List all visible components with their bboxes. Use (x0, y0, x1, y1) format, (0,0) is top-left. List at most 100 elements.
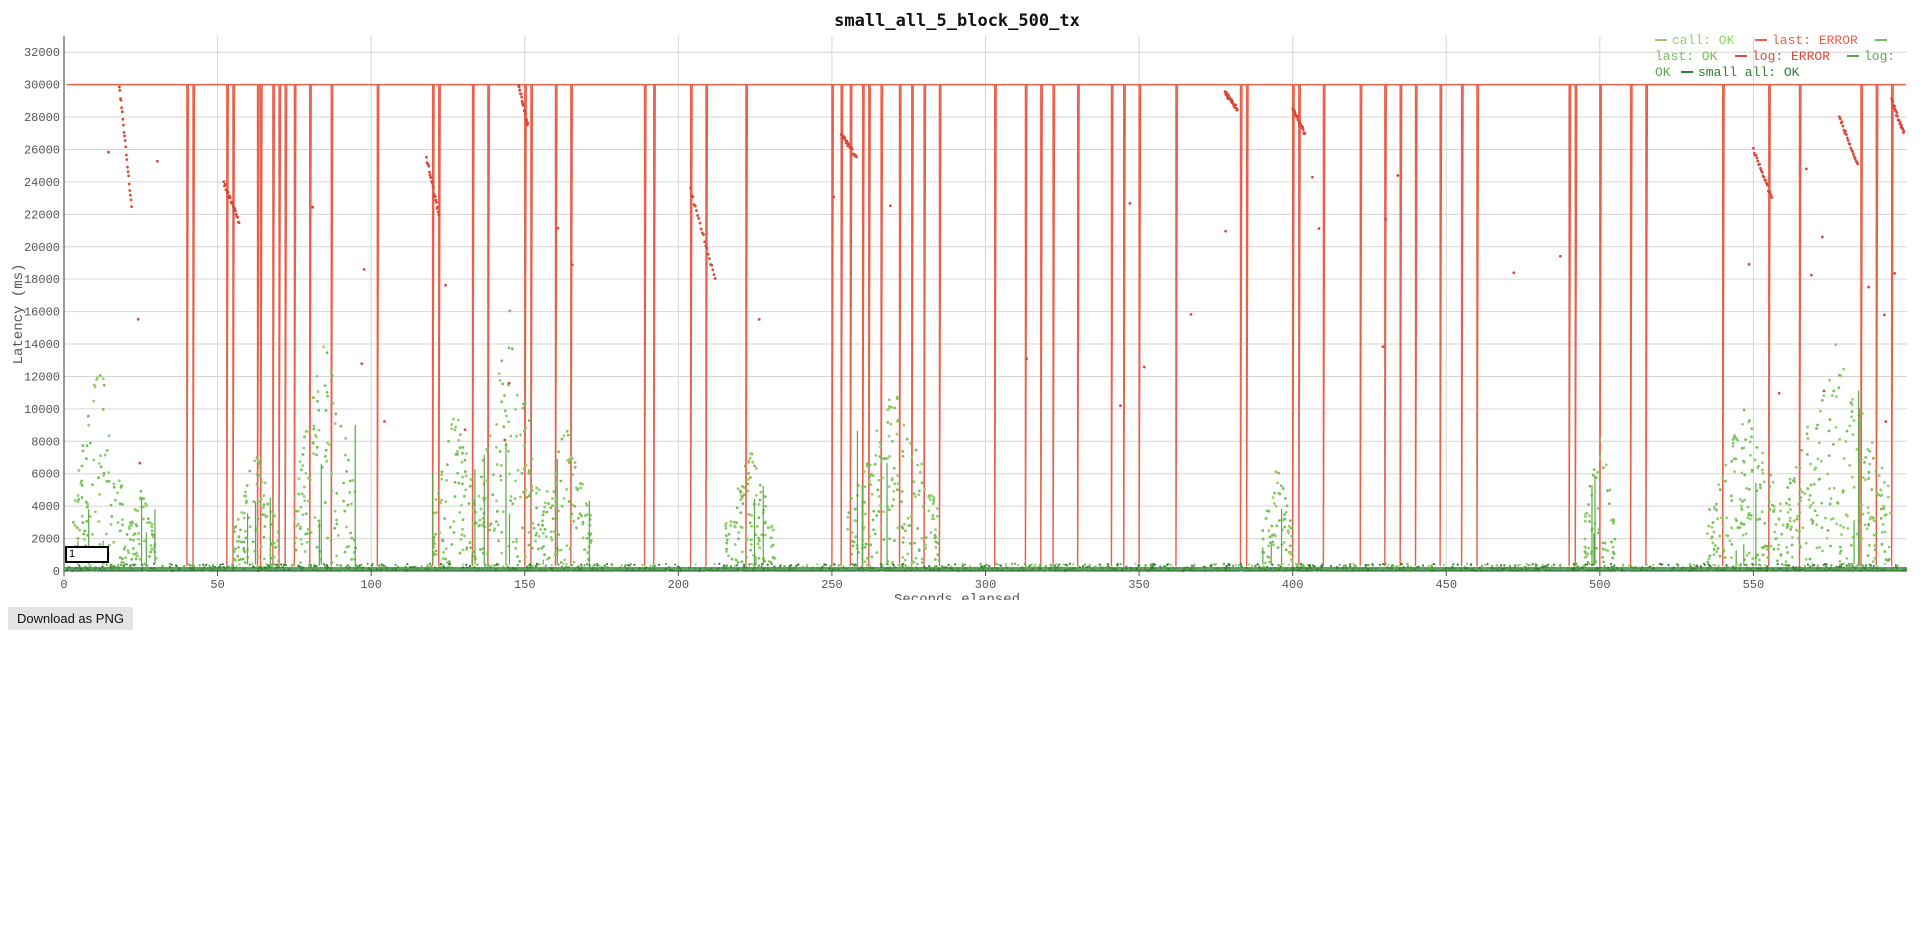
cluster-point (1597, 527, 1601, 531)
cluster-point (523, 401, 527, 405)
cluster-point (920, 462, 924, 466)
cluster-point (865, 462, 869, 466)
cluster-point (1601, 555, 1604, 559)
cluster-point (1768, 485, 1772, 488)
cluster-point (132, 533, 136, 537)
cluster-point (869, 483, 873, 487)
cluster-point (875, 429, 879, 433)
cluster-point (457, 481, 461, 485)
cluster-point (916, 463, 920, 467)
cluster-point (98, 542, 102, 546)
baseline-point (1864, 564, 1868, 567)
cluster-point (1880, 493, 1884, 497)
cluster-point (1718, 488, 1722, 492)
log-error-point (1754, 153, 1758, 157)
cluster-point (1828, 418, 1832, 422)
baseline-point (1169, 563, 1173, 567)
baseline-point (1809, 565, 1812, 568)
cluster-point (77, 497, 81, 501)
baseline-point (641, 564, 644, 567)
cluster-point (492, 473, 495, 477)
baseline-point (1024, 565, 1028, 568)
baseline-point (1576, 565, 1579, 568)
cluster-point (749, 548, 753, 552)
cluster-point (1760, 510, 1764, 514)
cluster-point (524, 488, 528, 492)
cluster-point (567, 461, 571, 464)
cluster-point (331, 401, 335, 405)
cluster-point (931, 514, 935, 517)
cluster-point (1706, 560, 1710, 564)
cluster-point (1261, 529, 1265, 532)
cluster-point (121, 557, 124, 561)
cluster-point (1811, 519, 1815, 523)
cluster-point (1799, 499, 1802, 503)
x-tick-label: 350 (1128, 578, 1150, 592)
baseline-point (833, 563, 836, 566)
cluster-point (933, 558, 937, 561)
cluster-point (456, 418, 460, 422)
y-tick-label: 12000 (24, 370, 60, 384)
cluster-point (299, 468, 303, 472)
cluster-point (725, 550, 728, 553)
baseline-point (658, 563, 661, 566)
baseline-point (502, 565, 505, 568)
cluster-point (448, 525, 452, 529)
baseline-point (1499, 564, 1503, 567)
cluster-point (1756, 553, 1759, 557)
cluster-point (259, 497, 263, 501)
cluster-point (1781, 523, 1785, 527)
cluster-point (901, 527, 905, 530)
log-error-point (126, 165, 129, 169)
cluster-point (456, 450, 459, 453)
baseline-point (1667, 563, 1670, 566)
cluster-point (450, 543, 454, 546)
cluster-point (1770, 503, 1774, 507)
cluster-point (937, 558, 941, 562)
cluster-point (935, 514, 939, 518)
cluster-point (1741, 500, 1744, 503)
cluster-point (434, 532, 438, 536)
cluster-point (471, 499, 475, 503)
zoom-level-input[interactable]: 1 (65, 546, 109, 563)
baseline-point (722, 564, 725, 567)
cluster-point (1583, 550, 1587, 554)
cluster-point (255, 456, 259, 460)
cluster-point (1602, 560, 1606, 564)
log-error-point (1301, 128, 1305, 131)
cluster-point (303, 499, 307, 503)
baseline-point (528, 563, 532, 566)
log-error-point (1298, 122, 1302, 125)
baseline-point (1190, 564, 1193, 567)
cluster-point (248, 469, 252, 473)
baseline-point (1277, 564, 1280, 567)
log-error-point (435, 200, 438, 204)
download-png-button[interactable]: Download as PNG (8, 607, 133, 630)
log-error-point (362, 267, 366, 271)
cluster-point (1820, 501, 1824, 505)
cluster-point (936, 553, 940, 557)
cluster-point (300, 542, 304, 546)
baseline-point (1153, 563, 1156, 566)
log-error-point (1845, 136, 1849, 140)
cluster-point (1838, 438, 1842, 441)
baseline-point (1806, 563, 1810, 566)
baseline-point (1193, 563, 1196, 566)
log-error-point (689, 186, 693, 190)
cluster-point (763, 521, 767, 525)
baseline-point (1803, 564, 1806, 567)
cluster-point (81, 444, 85, 447)
cluster-point (877, 478, 881, 482)
cluster-point (576, 488, 580, 491)
cluster-point (118, 479, 121, 483)
y-tick-label: 32000 (24, 46, 60, 60)
baseline-point (795, 564, 798, 567)
baseline-point (292, 562, 295, 565)
baseline-point (1739, 563, 1743, 566)
cluster-point (461, 527, 464, 531)
cluster-point (886, 420, 890, 424)
cluster-point (530, 457, 534, 461)
cluster-point (479, 507, 483, 511)
cluster-point (240, 511, 244, 514)
cluster-point (461, 445, 465, 449)
